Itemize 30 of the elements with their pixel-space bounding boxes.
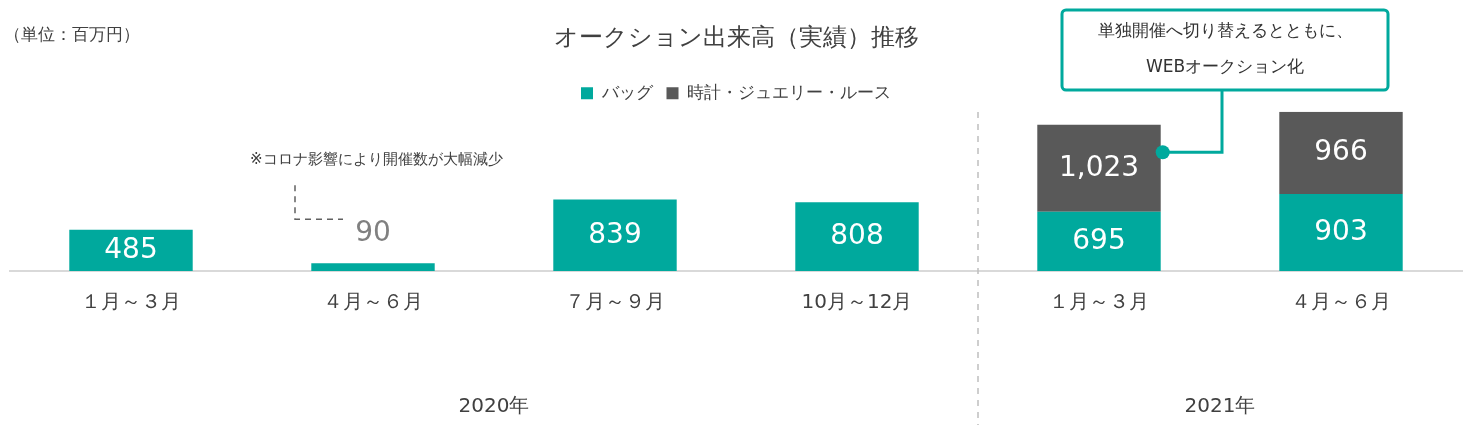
data-label: 839 — [588, 216, 642, 250]
text: 2020年 — [458, 393, 530, 418]
x-tick-label: １月～３月 — [1049, 289, 1149, 314]
bar — [553, 199, 677, 271]
text: 2021年 — [1184, 393, 1256, 418]
data-label: 903 — [1314, 213, 1368, 247]
annotation: ※コロナ影響により開催数が大幅減少 — [250, 150, 503, 169]
chart-title: オークション出来高（実績）推移 — [553, 22, 919, 51]
data-label: 1,023 — [1058, 149, 1140, 183]
legend-label: バッグ — [600, 81, 654, 102]
x-tick-label: ４月～６月 — [323, 289, 423, 314]
bar — [1037, 124, 1161, 212]
x-tick-label: 10月～12月 — [801, 289, 913, 314]
x-tick-label: １月～３月 — [81, 289, 181, 314]
data-label: 485 — [104, 231, 158, 265]
bar — [795, 202, 919, 271]
bar — [1279, 111, 1403, 195]
data-label: 966 — [1314, 134, 1368, 168]
x-tick-label: ７月～９月 — [565, 289, 665, 314]
text: （単位：百万円） — [4, 24, 140, 45]
text: 単独開催へ切り替えるとともに、 WEBオークション化 — [1097, 20, 1353, 77]
x-tick-label: ４月～６月 — [1291, 289, 1391, 314]
legend-label: 時計・ジュエリー・ルース — [687, 81, 891, 102]
bar — [311, 263, 435, 271]
data-label: 808 — [830, 217, 884, 251]
bar — [1037, 211, 1161, 271]
data-label: 90 — [355, 214, 391, 248]
bar — [1279, 194, 1403, 271]
bar — [69, 229, 193, 271]
data-label: 695 — [1072, 222, 1126, 256]
